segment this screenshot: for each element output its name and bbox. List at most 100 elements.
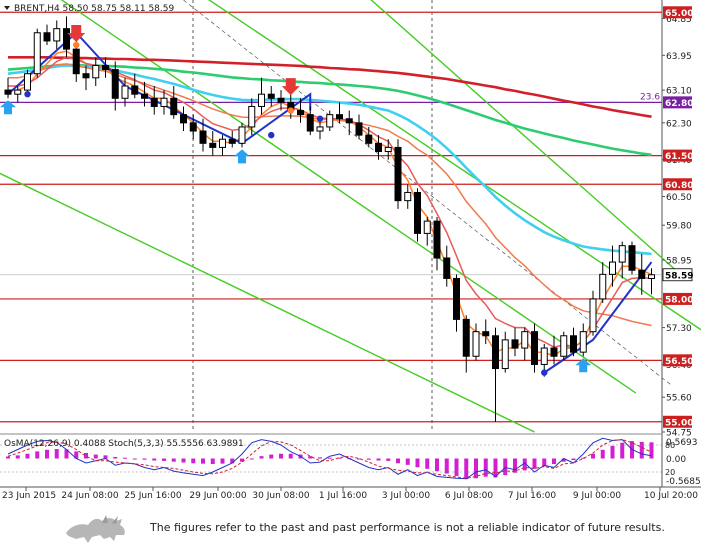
- osma-bar: [600, 449, 605, 459]
- osma-bar: [396, 458, 400, 464]
- time-tick-label: 23 Jun 2015: [2, 491, 56, 501]
- osma-bar: [454, 458, 459, 476]
- trend-channel-line: [183, 0, 672, 386]
- time-tick-label: 3 Jul 00:00: [382, 491, 431, 501]
- level-price-label: 62.80: [665, 99, 693, 109]
- osma-bar: [142, 458, 147, 460]
- osma-bar: [259, 456, 264, 459]
- chevron-down-icon: [4, 6, 10, 10]
- stoch-level-label: 20: [665, 468, 675, 477]
- time-tick-label: 9 Jul 00:00: [573, 491, 622, 501]
- buy-arrow-icon: [0, 100, 16, 115]
- candle-body: [306, 114, 314, 132]
- candle-body: [170, 97, 178, 116]
- osma-bar: [113, 456, 118, 459]
- candle-body: [462, 318, 470, 357]
- candle-body: [511, 339, 519, 349]
- price-tick-label: 54.75: [666, 429, 692, 439]
- osma-bar: [591, 453, 595, 459]
- osma-bar: [532, 458, 537, 469]
- candle-body: [14, 89, 22, 95]
- candle-body: [560, 335, 568, 357]
- osma-bar: [45, 449, 49, 459]
- candle-body: [316, 126, 324, 132]
- candle-body: [579, 331, 587, 353]
- footer: The figures refer to the past and past p…: [0, 507, 701, 552]
- osma-bar: [620, 442, 625, 459]
- candle-body: [180, 114, 187, 124]
- candle-body: [63, 28, 70, 50]
- osma-bar: [54, 449, 59, 459]
- trend-channel-line: [60, 0, 637, 394]
- osma-bar: [6, 456, 10, 459]
- osma-bar: [581, 457, 586, 459]
- candle-body: [648, 274, 655, 279]
- candle-body: [414, 191, 421, 234]
- candle-body: [433, 220, 441, 259]
- bull-logo-icon: [66, 515, 125, 543]
- candle-body: [248, 105, 256, 128]
- oscillator-tick-label: 0.00: [666, 455, 686, 465]
- osma-bar: [249, 458, 254, 460]
- osma-bar: [405, 458, 410, 465]
- candle-body: [453, 277, 460, 320]
- candle-body: [160, 97, 168, 107]
- moving-average-line: [8, 55, 652, 118]
- candle-body: [24, 73, 31, 91]
- osma-bar: [503, 458, 508, 476]
- chart-canvas: 23.6 OsMA(12,26,9) 0.4088 Stoch(5,3,3) 5…: [0, 0, 701, 501]
- oscillator-tick-label: 0.5693: [666, 438, 698, 448]
- candle-body: [219, 138, 226, 148]
- time-tick-label: 6 Jul 08:00: [445, 491, 494, 501]
- candle-body: [404, 191, 412, 202]
- osma-bar: [464, 458, 469, 480]
- osma-bar: [64, 449, 69, 459]
- oscillator-tick-label: -0.5685: [666, 477, 701, 487]
- sell-arrow-icon: [281, 78, 300, 96]
- level-price-tag: [663, 6, 692, 19]
- price-tick-label: 58.95: [666, 257, 692, 267]
- time-tick-label: 30 Jun 08:00: [252, 491, 309, 501]
- time-tick-label: 25 Jun 16:00: [124, 491, 181, 501]
- price-tick-label: 62.30: [666, 119, 692, 129]
- pivot-dot: [73, 41, 80, 49]
- time-axis: 23 Jun 2015 24 Jun 08:00 25 Jun 16:00 29 Ju…: [2, 487, 698, 501]
- horizontal-levels: 23.6: [0, 11, 662, 423]
- candle-body: [618, 245, 626, 263]
- osma-bar: [435, 458, 439, 472]
- sell-arrow-icon: [67, 24, 86, 42]
- level-price-label: 55.00: [665, 418, 693, 428]
- pivot-dot: [268, 131, 275, 139]
- osma-bar: [288, 453, 293, 459]
- candle-body: [199, 130, 207, 144]
- osma-bar: [415, 458, 420, 468]
- price-tick-label: 63.95: [666, 52, 692, 62]
- trend-channel-line: [370, 0, 677, 271]
- instrument-header: BRENT,H4 58.50 58.75 58.11 58.59: [14, 4, 174, 14]
- osma-bar: [474, 458, 478, 479]
- candle-body: [297, 110, 304, 116]
- candle-body: [375, 142, 382, 153]
- candle-body: [228, 138, 236, 144]
- trend-channel-line: [0, 172, 535, 433]
- osma-bar: [162, 458, 166, 461]
- candle-body: [326, 114, 334, 128]
- osma-bar: [337, 457, 342, 459]
- zigzag-line: [543, 261, 653, 374]
- level-price-tag: [663, 96, 692, 109]
- osma-bar: [542, 458, 547, 467]
- osma-bar: [93, 454, 98, 459]
- candle-body: [189, 122, 197, 132]
- stoch-level-label: 80: [665, 441, 675, 450]
- candle-body: [550, 347, 558, 357]
- candle-body: [570, 335, 577, 353]
- time-tick-label: 10 Jul 20:00: [644, 491, 698, 501]
- price-tick-label: 57.30: [666, 324, 692, 334]
- candle-body: [423, 220, 431, 234]
- osma-bar: [552, 458, 556, 465]
- candle-body: [4, 89, 12, 95]
- osma-bar: [493, 458, 498, 478]
- buy-arrow-icon: [575, 358, 592, 373]
- osma-bar: [366, 458, 371, 460]
